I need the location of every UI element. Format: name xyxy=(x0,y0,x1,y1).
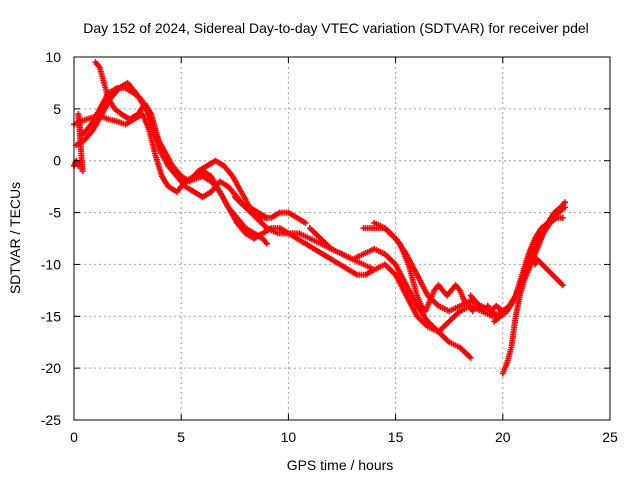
data-point xyxy=(302,219,309,226)
x-tick-label: 25 xyxy=(602,429,618,445)
data-point xyxy=(559,214,566,221)
data-point xyxy=(467,354,474,361)
grid-lines xyxy=(74,57,610,420)
data-point xyxy=(561,199,568,206)
y-tick-label: 0 xyxy=(53,153,61,169)
data-point xyxy=(561,204,568,211)
series-track-8 xyxy=(371,219,476,315)
x-tick-label: 5 xyxy=(177,429,185,445)
series-track-13 xyxy=(71,111,86,175)
series-track-14 xyxy=(531,256,566,289)
y-tick-label: -20 xyxy=(41,360,61,376)
data-point xyxy=(493,313,500,320)
x-tick-label: 20 xyxy=(495,429,511,445)
data-point xyxy=(77,126,84,133)
data-point xyxy=(469,308,476,315)
x-axis-label: GPS time / hours xyxy=(287,457,394,473)
y-tick-label: -5 xyxy=(49,205,62,221)
axis-ticks: 0 5 10 15 20 25 -25 -20 -15 -10 -5 0 5 10 xyxy=(41,49,618,445)
data-point xyxy=(559,282,566,289)
y-tick-label: -10 xyxy=(41,256,61,272)
y-tick-label: 10 xyxy=(45,49,61,65)
plot-frame xyxy=(73,56,611,421)
y-tick-label: -25 xyxy=(41,412,61,428)
chart-title: Day 152 of 2024, Sidereal Day-to-day VTE… xyxy=(83,20,589,36)
series-track-12 xyxy=(467,292,500,320)
x-tick-label: 10 xyxy=(281,429,297,445)
y-tick-label: -15 xyxy=(41,308,61,324)
x-tick-label: 15 xyxy=(388,429,404,445)
series-track-5 xyxy=(231,194,474,361)
series-track-11 xyxy=(499,214,566,377)
y-tick-label: 5 xyxy=(53,101,61,117)
x-tick-label: 0 xyxy=(70,429,78,445)
data-point xyxy=(263,240,270,247)
y-axis-label: SDTVAR / TECUs xyxy=(7,182,23,294)
data-series xyxy=(71,59,568,377)
